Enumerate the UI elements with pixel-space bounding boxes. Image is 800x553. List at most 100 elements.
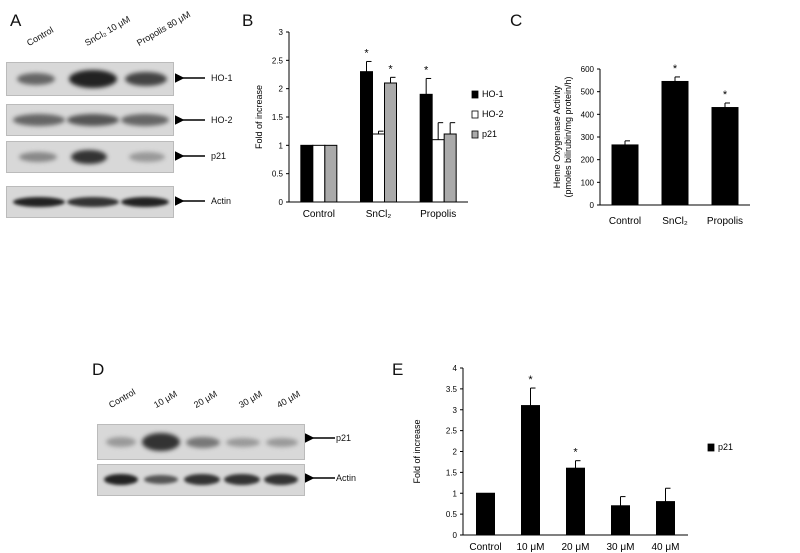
bar	[443, 133, 457, 203]
blot-d-arrows	[305, 432, 335, 484]
y-tick-label: 2.5	[446, 427, 458, 436]
bar	[372, 133, 385, 203]
x-category-label: SnCl₂	[662, 216, 688, 227]
blot-a-strip-p21	[6, 141, 174, 173]
significance-mark: *	[723, 89, 728, 101]
legend-label: HO-1	[482, 89, 504, 99]
bar	[566, 467, 585, 536]
chart-e: 0 0.5 1 1.5 2 2.5 3 3.5 4 Fold of increase Control…	[412, 364, 733, 553]
blot-a-row-label: HO-1	[211, 73, 233, 83]
bar	[384, 82, 397, 203]
panel-letter-a: A	[10, 11, 22, 30]
blot-a-lane-label: Control	[25, 24, 56, 48]
panel-letter-b: B	[242, 11, 254, 30]
x-category-label: Propolis	[420, 209, 456, 220]
legend-label: p21	[482, 129, 497, 139]
y-tick-label: 500	[581, 88, 595, 97]
y-tick-label: 1	[279, 141, 284, 150]
y-tick-label: 0	[453, 531, 458, 540]
y-tick-label: 2	[453, 448, 458, 457]
bar	[711, 107, 739, 206]
legend-label: p21	[718, 442, 733, 452]
y-tick-label: 2.5	[272, 56, 284, 65]
x-category-label: 10 μM	[517, 542, 545, 553]
significance-mark: *	[424, 64, 429, 76]
y-axis-label: Fold of increase	[412, 419, 422, 483]
blot-d-row-label: Actin	[336, 473, 357, 483]
legend-swatch	[471, 110, 479, 119]
y-tick-label: 0	[590, 201, 595, 210]
chart-c: 0 100 200 300 400 500 600 Heme Oxygenase Activi…	[552, 63, 750, 227]
y-tick-label: 0.5	[446, 510, 458, 519]
blot-a-strip-ho2	[6, 104, 174, 136]
x-category-label: SnCl₂	[366, 209, 392, 220]
blot-d-strip-p21	[97, 424, 305, 460]
bar	[324, 144, 338, 203]
bar	[661, 80, 689, 206]
x-category-label: Control	[609, 216, 641, 227]
y-tick-label: 3	[453, 406, 458, 415]
y-tick-label: 200	[581, 156, 595, 165]
blot-a-lane-label: SnCl₂ 10 μM	[83, 13, 132, 49]
blot-d-lane-label: 10 μM	[152, 388, 179, 410]
y-tick-label: 600	[581, 65, 595, 74]
x-category-label: Propolis	[707, 216, 743, 227]
y-tick-label: 2	[279, 85, 284, 94]
chart-b: 0 0.5 1 1.5 2 2.5 3 Fold of increase Control SnCl…	[254, 28, 504, 220]
bar	[611, 144, 639, 206]
significance-mark: *	[364, 47, 369, 59]
bar	[476, 492, 495, 536]
blot-a-row-label: Actin	[211, 196, 232, 206]
bar	[521, 405, 540, 536]
y-axis-label: Heme Oxygenase Activity	[552, 85, 562, 188]
y-tick-label: 3.5	[446, 385, 458, 394]
significance-mark: *	[673, 63, 678, 75]
y-tick-label: 1.5	[272, 113, 284, 122]
significance-mark: *	[573, 447, 578, 459]
panel-letter-e: E	[392, 360, 404, 379]
legend-swatch	[707, 443, 715, 452]
blot-a-lane-label: Propolis 80 μM	[135, 9, 193, 49]
blot-a-arrows	[175, 72, 205, 207]
legend-swatch	[471, 90, 479, 99]
x-category-label: 30 μM	[607, 542, 635, 553]
blot-d-lane-label: Control	[107, 386, 138, 410]
blot-d-strip-actin	[97, 464, 305, 496]
significance-mark: *	[388, 63, 393, 75]
panel-letter-d: D	[92, 360, 105, 379]
bar	[300, 144, 314, 203]
x-category-label: Control	[303, 209, 335, 220]
x-category-label: 40 μM	[652, 542, 680, 553]
y-tick-label: 300	[581, 133, 595, 142]
y-tick-label: 1.5	[446, 468, 458, 477]
blot-d-row-label: p21	[336, 433, 352, 443]
legend-swatch	[471, 130, 479, 139]
y-axis-label: Fold of increase	[254, 85, 264, 149]
y-tick-label: 400	[581, 110, 595, 119]
blot-a-strip-ho1	[6, 62, 174, 96]
y-tick-label: 1	[453, 489, 458, 498]
blot-d-lane-label: 40 μM	[275, 388, 302, 410]
blot-a-strip-actin	[6, 186, 174, 218]
bar	[419, 93, 433, 203]
legend-label: HO-2	[482, 109, 504, 119]
y-tick-label: 100	[581, 178, 595, 187]
y-tick-label: 0	[279, 198, 284, 207]
bar	[312, 144, 326, 203]
x-category-label: 20 μM	[562, 542, 590, 553]
bar	[431, 139, 445, 203]
panel-letter-c: C	[510, 11, 523, 30]
bar	[360, 71, 373, 203]
blot-a-row-label: HO-2	[211, 115, 233, 125]
blot-a-row-label: p21	[211, 151, 227, 161]
blot-d-lane-label: 20 μM	[192, 388, 219, 410]
bar	[611, 505, 630, 536]
blot-d-lane-label: 30 μM	[237, 388, 264, 410]
y-axis-label-units: (pmoles bilirubin/mg protein/h)	[563, 76, 573, 197]
significance-mark: *	[528, 374, 533, 386]
x-category-label: Control	[469, 542, 501, 553]
y-tick-label: 3	[279, 28, 284, 37]
y-tick-label: 4	[453, 364, 458, 373]
y-tick-label: 0.5	[272, 170, 284, 179]
bar	[656, 501, 675, 536]
